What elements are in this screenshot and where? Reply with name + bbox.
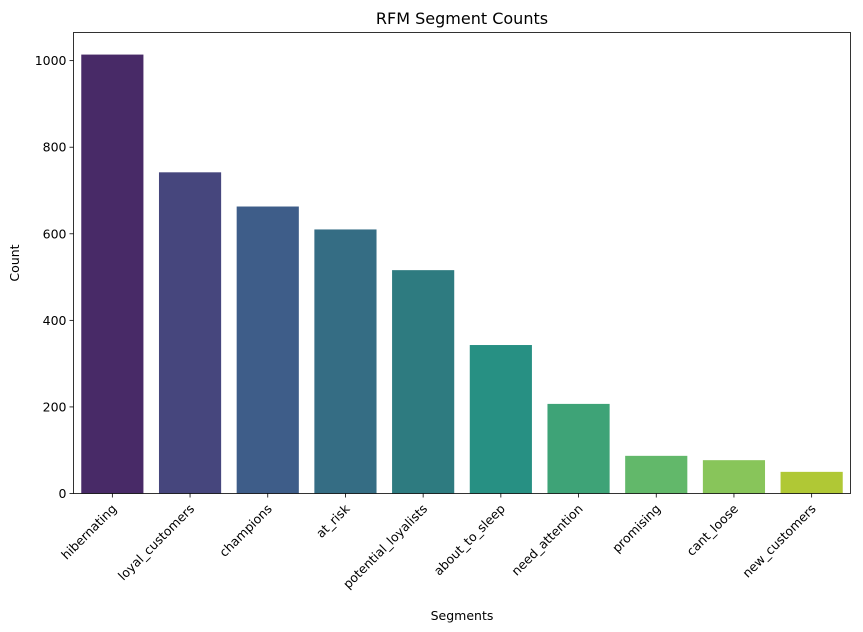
x-axis-label: Segments	[431, 608, 494, 623]
y-tick-label: 200	[43, 399, 67, 414]
x-tick-label: promising	[609, 501, 663, 555]
x-tick-label: at_risk	[313, 500, 353, 540]
x-tick-label: about_to_sleep	[431, 501, 508, 578]
bar-hibernating	[81, 54, 144, 494]
x-tick-label: new_customers	[739, 501, 819, 581]
bar-champions	[236, 206, 299, 494]
bars	[81, 54, 843, 494]
y-tick-label: 800	[43, 140, 67, 155]
plot-frame	[73, 32, 851, 494]
bar-promising	[625, 455, 688, 494]
bar-about-to-sleep	[469, 345, 532, 494]
bar-potential-loyalists	[392, 270, 455, 494]
bar-new-customers	[780, 471, 843, 494]
y-tick-label: 0	[59, 486, 67, 501]
x-tick-label: loyal_customers	[115, 501, 197, 583]
x-tick-label: cant_loose	[683, 501, 741, 559]
x-tick-label: need_attention	[508, 501, 585, 578]
chart-title: RFM Segment Counts	[376, 9, 548, 28]
bar-need-attention	[547, 403, 610, 494]
bar-at-risk	[314, 229, 377, 494]
x-tick-label: hibernating	[58, 501, 119, 562]
y-axis-label: Count	[7, 244, 22, 281]
x-tick-label: potential_loyalists	[340, 501, 430, 591]
y-axis-ticks: 0 200 400 600 800 1000	[35, 53, 74, 501]
y-tick-label: 600	[43, 226, 67, 241]
y-tick-label: 400	[43, 313, 67, 328]
bar-cant-loose	[702, 460, 766, 494]
y-tick-label: 1000	[35, 53, 67, 68]
x-tick-label: champions	[216, 501, 275, 560]
bar-loyal-customers	[158, 172, 222, 494]
